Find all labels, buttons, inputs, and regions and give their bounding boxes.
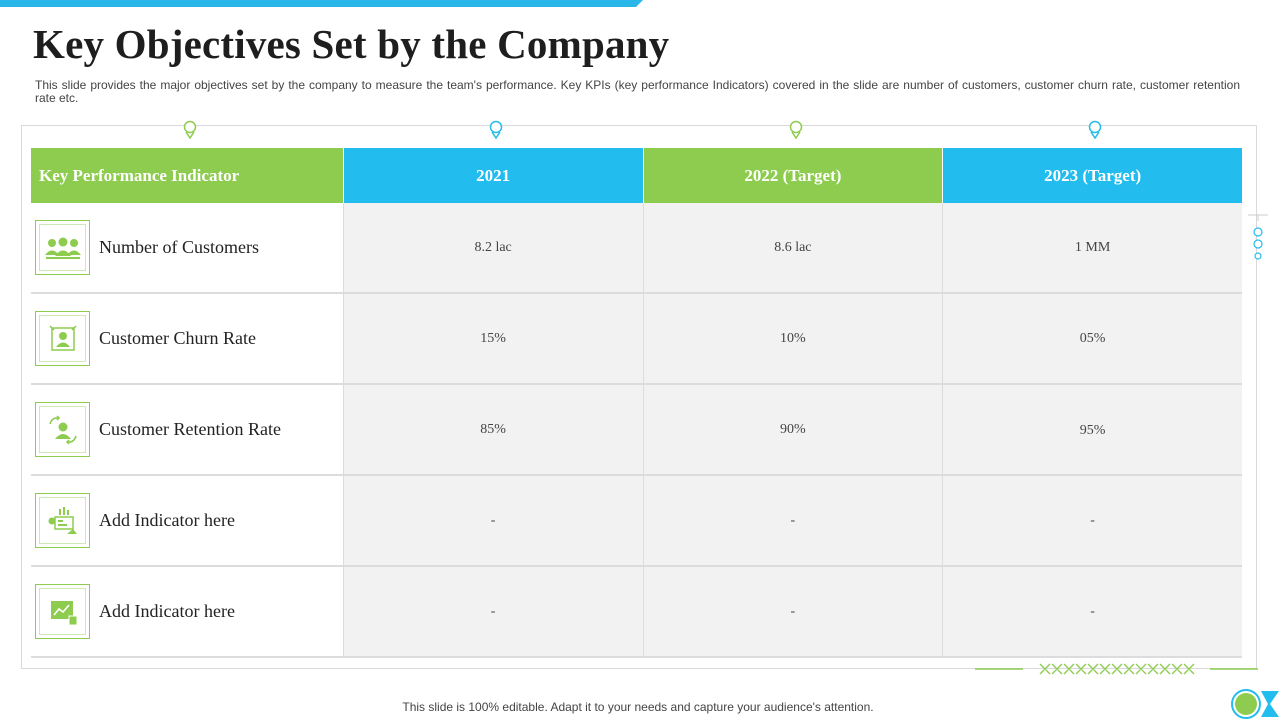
customers-group-icon: [44, 237, 81, 259]
kpi-label-cell: Add Indicator here: [31, 567, 343, 656]
header-2021: 2021: [342, 148, 643, 203]
table-frame: [21, 125, 1257, 669]
icon-frame: [35, 402, 90, 457]
footer-note: This slide is 100% editable. Adapt it to…: [402, 700, 874, 714]
header-2022-target: 2022 (Target): [642, 148, 943, 203]
table-row: Customer Churn Rate 15% 10% 05%: [31, 294, 1242, 385]
value-2022: -: [642, 567, 943, 656]
kpi-label: Customer Retention Rate: [99, 419, 281, 439]
pin-icon: [789, 120, 803, 140]
dashboard-chart-icon: [48, 506, 77, 534]
value-2023: -: [942, 567, 1242, 656]
kpi-label-cell: Number of Customers: [31, 203, 343, 292]
value-2021: -: [342, 567, 643, 656]
value-2023: -: [942, 476, 1242, 565]
value-2021: 85%: [342, 385, 643, 474]
slide-title: Key Objectives Set by the Company: [33, 21, 670, 67]
value-2022: 8.6 lac: [642, 203, 943, 292]
pin-icon: [489, 120, 503, 140]
value-2021: -: [342, 476, 643, 565]
churn-user-icon: [48, 324, 77, 351]
icon-frame: [35, 311, 90, 366]
kpi-label-cell: Customer Retention Rate: [31, 385, 343, 474]
top-accent-bar: [0, 0, 643, 7]
table-row: Add Indicator here - - -: [31, 476, 1242, 567]
kpi-label: Number of Customers: [99, 237, 259, 257]
table-row: Customer Retention Rate 85% 90% 95%: [31, 385, 1242, 476]
kpi-label: Add Indicator here: [99, 601, 235, 621]
value-2023: 95%: [942, 385, 1242, 474]
table-row: Add Indicator here - - -: [31, 567, 1242, 658]
value-2021: 15%: [342, 294, 643, 383]
icon-frame: [35, 220, 90, 275]
value-2022: -: [642, 476, 943, 565]
table-header-row: Key Performance Indicator 2021 2022 (Tar…: [31, 148, 1242, 203]
value-2023: 1 MM: [942, 203, 1242, 292]
value-2022: 90%: [642, 385, 943, 474]
retention-user-icon: [48, 414, 77, 445]
kpi-label: Add Indicator here: [99, 510, 235, 530]
header-2023-target: 2023 (Target): [942, 148, 1242, 203]
icon-frame: [35, 584, 90, 639]
value-2021: 8.2 lac: [342, 203, 643, 292]
header-kpi: Key Performance Indicator: [31, 148, 343, 203]
pin-icon: [1088, 120, 1102, 140]
kpi-table: Key Performance Indicator 2021 2022 (Tar…: [31, 148, 1242, 658]
kpi-label-cell: Add Indicator here: [31, 476, 343, 565]
slide-subtitle: This slide provides the major objectives…: [35, 78, 1240, 105]
line-chart-icon: [50, 600, 77, 625]
brand-logo-icon: [1231, 689, 1279, 719]
kpi-label: Customer Churn Rate: [99, 328, 256, 348]
icon-frame: [35, 493, 90, 548]
table-row: Number of Customers 8.2 lac 8.6 lac 1 MM: [31, 203, 1242, 294]
value-2023: 05%: [942, 294, 1242, 383]
kpi-label-cell: Customer Churn Rate: [31, 294, 343, 383]
pin-icon: [183, 120, 197, 140]
bottom-decoration-icon: [975, 663, 1258, 675]
value-2022: 10%: [642, 294, 943, 383]
side-decoration-icon: [1248, 214, 1268, 260]
